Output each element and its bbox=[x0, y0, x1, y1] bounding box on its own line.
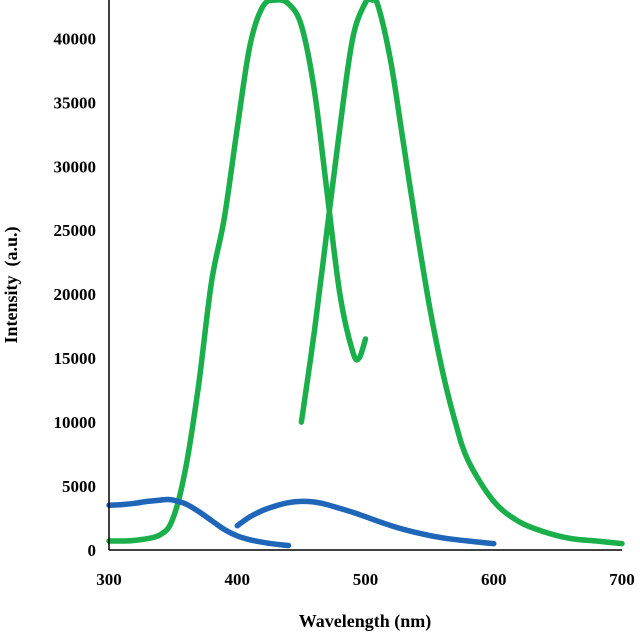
y-tick-label: 20000 bbox=[54, 285, 97, 304]
series-line-2 bbox=[298, 0, 625, 547]
x-tick-label: 400 bbox=[225, 570, 251, 589]
y-tick-label: 40000 bbox=[54, 29, 97, 48]
y-tick-label: 35000 bbox=[54, 93, 97, 112]
y-tick-labels: 0 5000 10000 15000 20000 25000 30000 35000 40000 bbox=[54, 29, 97, 560]
y-tick-label: 15000 bbox=[54, 349, 97, 368]
y-tick-label: 30000 bbox=[54, 157, 97, 176]
series-line-3 bbox=[106, 496, 292, 549]
plot-area bbox=[106, 0, 625, 549]
x-tick-label: 600 bbox=[481, 570, 507, 589]
y-tick-label: 0 bbox=[88, 541, 97, 560]
x-tick-label: 500 bbox=[353, 570, 379, 589]
y-tick-label: 10000 bbox=[54, 413, 97, 432]
y-tick-label: 25000 bbox=[54, 221, 97, 240]
x-tick-label: 700 bbox=[609, 570, 635, 589]
x-tick-labels: 300 400 500 600 700 bbox=[96, 570, 635, 589]
x-tick-label: 300 bbox=[96, 570, 122, 589]
x-axis-label: Wavelength (nm) bbox=[299, 611, 432, 632]
series-line-4 bbox=[234, 498, 497, 547]
y-axis-label: Intensity (a.u.) bbox=[1, 226, 22, 343]
series-line-1 bbox=[106, 0, 369, 544]
y-tick-label: 5000 bbox=[62, 477, 96, 496]
